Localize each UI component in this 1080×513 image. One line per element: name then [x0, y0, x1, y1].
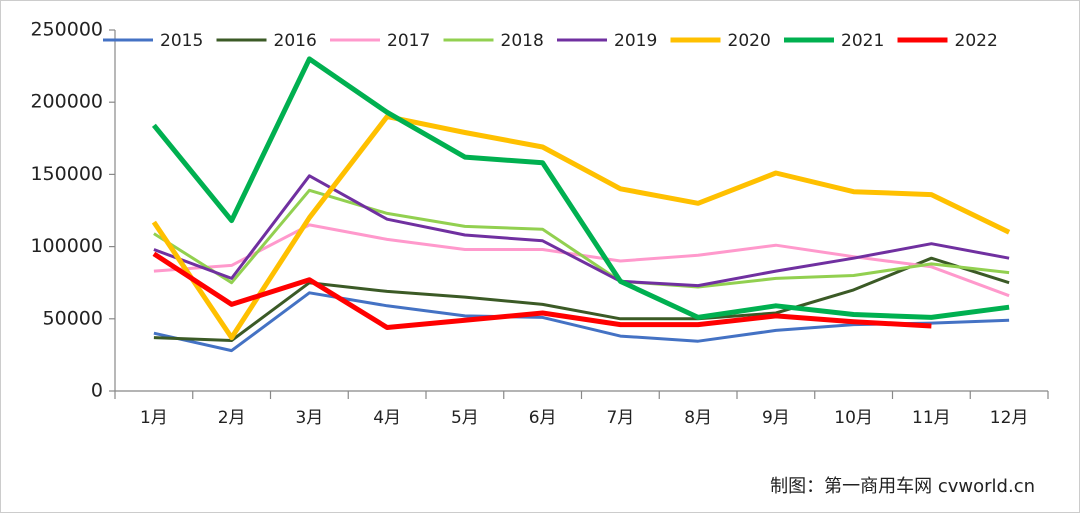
- x-tick-label: 11月: [912, 408, 951, 428]
- x-tick-label: 9月: [762, 408, 790, 428]
- x-tick-label: 1月: [140, 408, 168, 428]
- x-tick-label: 5月: [451, 408, 479, 428]
- y-tick-label: 250000: [30, 19, 103, 41]
- x-tick-label: 3月: [295, 408, 323, 428]
- y-tick-label: 0: [91, 380, 103, 402]
- legend-label: 2020: [728, 31, 771, 51]
- legend-label: 2015: [160, 31, 203, 51]
- legend-label: 2018: [501, 31, 544, 51]
- x-tick-label: 6月: [529, 408, 557, 428]
- legend-label: 2017: [387, 31, 430, 51]
- series-line: [152, 251, 932, 330]
- x-tick-label: 8月: [684, 408, 712, 428]
- x-tick-label: 4月: [373, 408, 401, 428]
- series-line: [151, 56, 1010, 320]
- x-tick-label: 12月: [990, 408, 1029, 428]
- y-tick-label: 150000: [30, 163, 103, 185]
- series-line: [153, 188, 1010, 289]
- legend-label: 2021: [841, 31, 884, 51]
- series-line: [151, 114, 1011, 341]
- legend-label: 2016: [274, 31, 317, 51]
- x-tick-label: 10月: [834, 408, 873, 428]
- y-tick-label: 50000: [43, 307, 103, 329]
- legend-label: 2022: [955, 31, 998, 51]
- series-line: [153, 174, 1010, 288]
- y-tick-label: 100000: [30, 235, 103, 257]
- source: 制图：第一商用车网 cvworld.cn: [770, 476, 1035, 497]
- y-tick-label: 200000: [30, 91, 103, 113]
- legend-label: 2019: [614, 31, 657, 51]
- x-tick-label: 2月: [218, 408, 246, 428]
- series-line: [153, 256, 1010, 342]
- x-tick-label: 7月: [606, 408, 634, 428]
